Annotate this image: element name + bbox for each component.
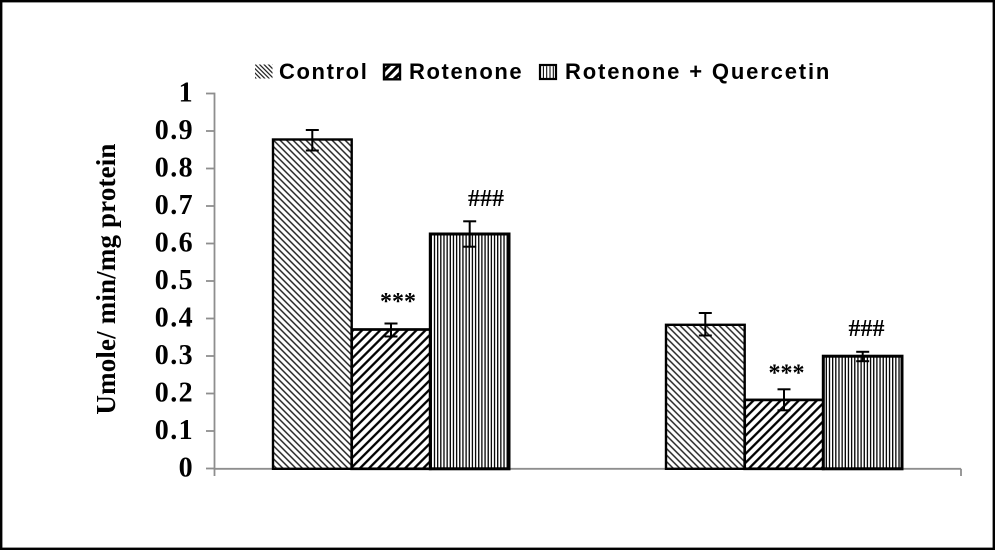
svg-text:0.4: 0.4	[155, 303, 194, 334]
svg-text:***: ***	[380, 289, 416, 315]
svg-text:Rotenone + Quercetin: Rotenone + Quercetin	[565, 59, 831, 84]
svg-text:0.2: 0.2	[155, 378, 194, 409]
svg-text:###: ###	[468, 186, 504, 212]
svg-text:0.3: 0.3	[155, 340, 194, 371]
svg-text:Rotenone: Rotenone	[409, 59, 523, 84]
svg-text:0.5: 0.5	[155, 265, 194, 296]
svg-text:0.6: 0.6	[155, 228, 194, 259]
svg-text:0.7: 0.7	[155, 190, 194, 221]
svg-text:Control: Control	[279, 59, 368, 84]
svg-text:0.9: 0.9	[155, 115, 194, 146]
svg-text:Umole/ min/mg protein: Umole/ min/mg protein	[91, 143, 121, 414]
svg-text:***: ***	[769, 361, 805, 387]
svg-text:0.1: 0.1	[155, 415, 194, 446]
svg-text:1: 1	[179, 78, 194, 109]
svg-text:###: ###	[849, 316, 885, 342]
svg-text:0: 0	[179, 453, 194, 484]
svg-text:0.8: 0.8	[155, 153, 194, 184]
